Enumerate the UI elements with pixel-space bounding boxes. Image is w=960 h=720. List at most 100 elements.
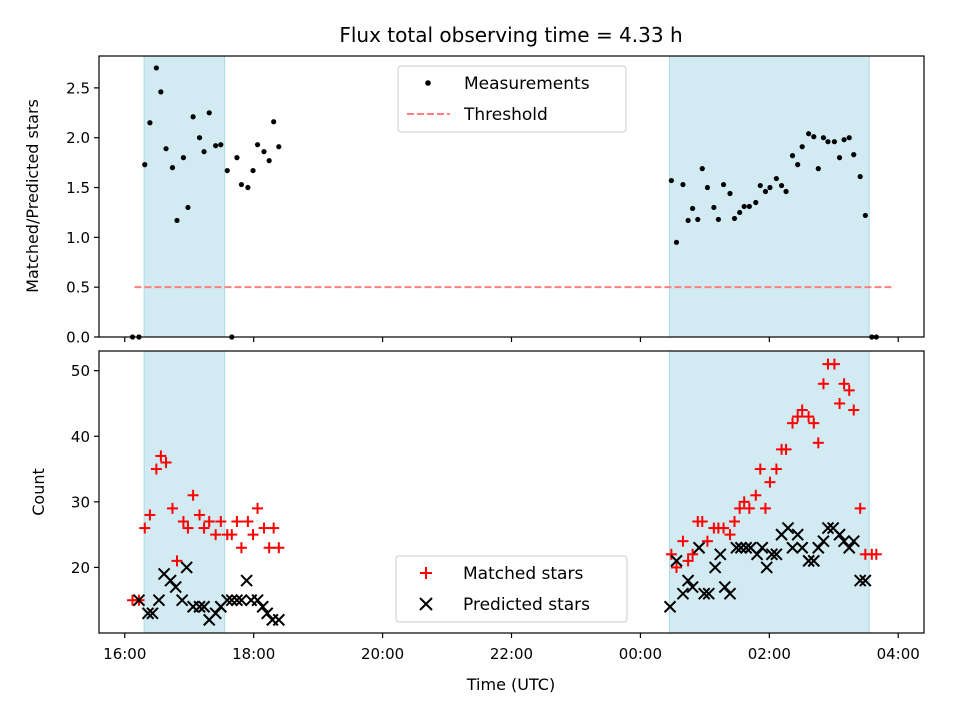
observing-window-span — [143, 55, 226, 338]
matched-star-point — [796, 404, 808, 416]
count-legend-box — [395, 555, 628, 623]
measurement-point — [795, 162, 801, 168]
matched-star-point — [144, 509, 156, 521]
predicted-star-point — [698, 587, 711, 600]
measurement-point — [238, 181, 245, 188]
matched-star-point — [252, 502, 264, 514]
measurement-point — [731, 215, 738, 222]
measurement-point — [811, 134, 817, 140]
observing-window-span — [143, 350, 226, 634]
ratio-x-ticks — [124, 337, 899, 342]
matched-star-point — [787, 417, 799, 429]
matched-star-point — [194, 509, 206, 521]
matched-star-point — [718, 522, 730, 534]
matched-star-point — [734, 502, 746, 514]
matched-star-point — [843, 384, 855, 396]
count-x-tick-label: 00:00 — [619, 645, 662, 663]
matched-star-point — [677, 535, 689, 547]
ratio-panel: 0.0 0.5 1.0 1.5 2.0 2.5 Matched/Predicted sta… — [23, 55, 925, 347]
measurement-point — [846, 135, 852, 141]
predicted-star-point — [756, 541, 769, 554]
x-axis-label: Time (UTC) — [466, 675, 555, 694]
predicted-star-point — [730, 541, 743, 554]
predicted-star-point — [230, 594, 244, 607]
matched-star-point — [160, 456, 172, 468]
matched-star-point — [235, 542, 247, 554]
measurement-point — [806, 131, 812, 137]
matched-star-point — [258, 522, 270, 534]
count-x-tick-label: 20:00 — [361, 645, 404, 663]
measurement-point — [783, 188, 789, 195]
measurement-point — [762, 188, 769, 195]
matched-star-point — [273, 542, 285, 554]
measurement-point — [699, 165, 705, 172]
predicted-star-point — [770, 548, 783, 561]
count-panel: 20 30 40 50 16:00 18:00 20:00 22:00 00:00 02:00 0… — [29, 350, 925, 694]
predicted-star-point — [859, 574, 872, 587]
matched-star-point — [187, 489, 199, 501]
measurement-point — [753, 199, 759, 206]
predicted-star-point — [807, 554, 820, 568]
predicted-star-point — [853, 574, 867, 587]
measurement-point — [680, 181, 686, 188]
predicted-star-point — [692, 541, 706, 554]
measurement-point — [841, 137, 847, 143]
measurement-point — [690, 205, 696, 212]
matched-star-point — [770, 463, 782, 475]
matched-star-point — [139, 522, 151, 534]
measurement-point — [831, 139, 838, 145]
predicted-star-point — [817, 534, 830, 548]
predicted-star-point — [795, 541, 809, 554]
matched-star-point — [759, 502, 771, 514]
measurement-point — [142, 162, 148, 168]
measurement-point — [153, 65, 159, 71]
matched-star-point — [701, 535, 713, 547]
ratio-legend-box — [397, 65, 627, 133]
ratio-y-tick-label: 2.5 — [66, 79, 90, 97]
predicted-star-point — [256, 600, 269, 613]
predicted-star-point — [802, 554, 815, 568]
predicted-star-point — [702, 587, 715, 600]
predicted-star-point — [132, 594, 146, 607]
count-y-tick-label: 20 — [71, 559, 90, 577]
measurement-point — [711, 204, 717, 211]
predicted-star-point — [843, 541, 856, 554]
measurement-point — [185, 204, 191, 211]
ratio-y-tick-label: 1.5 — [66, 179, 90, 197]
measurement-point — [261, 149, 267, 155]
count-x-tick-label: 02:00 — [748, 645, 791, 663]
matched-star-point — [834, 397, 846, 409]
measurement-point — [737, 209, 743, 216]
ratio-y-axis-label: Matched/Predicted stars — [23, 99, 42, 293]
matched-star-point — [812, 437, 824, 449]
measurement-point — [789, 153, 796, 159]
count-y-tick-label: 30 — [71, 493, 90, 511]
predicted-star-point — [240, 574, 253, 587]
measurement-point — [668, 177, 674, 184]
measurement-point — [276, 144, 282, 150]
measurement-point — [163, 146, 169, 152]
measurement-point — [224, 167, 230, 174]
matched-star-point — [828, 358, 840, 370]
predicted-star-point — [670, 554, 683, 568]
matched-star-point — [764, 476, 776, 488]
predicted-star-point — [169, 580, 182, 594]
matched-star-point — [166, 502, 178, 514]
matched-star-point — [724, 529, 736, 541]
measurement-point — [851, 152, 857, 158]
measurement-point — [757, 182, 763, 189]
matched-star-point — [854, 502, 866, 514]
legend-matched-label: Matched stars — [463, 564, 583, 584]
ratio-y-tick-label: 0.0 — [66, 329, 90, 347]
predicted-star-point — [760, 561, 773, 574]
legend-predicted-label: Predicted stars — [463, 595, 590, 615]
matched-star-point — [247, 529, 259, 541]
predicted-star-point — [272, 613, 286, 627]
matched-star-point — [182, 522, 194, 534]
count-x-tick-label: 16:00 — [103, 645, 146, 663]
matched-star-point — [780, 443, 792, 455]
ratio-legend: Measurements Threshold — [397, 65, 627, 133]
matched-star-points — [127, 358, 882, 606]
predicted-star-point — [193, 600, 206, 613]
measurement-point — [825, 139, 831, 145]
